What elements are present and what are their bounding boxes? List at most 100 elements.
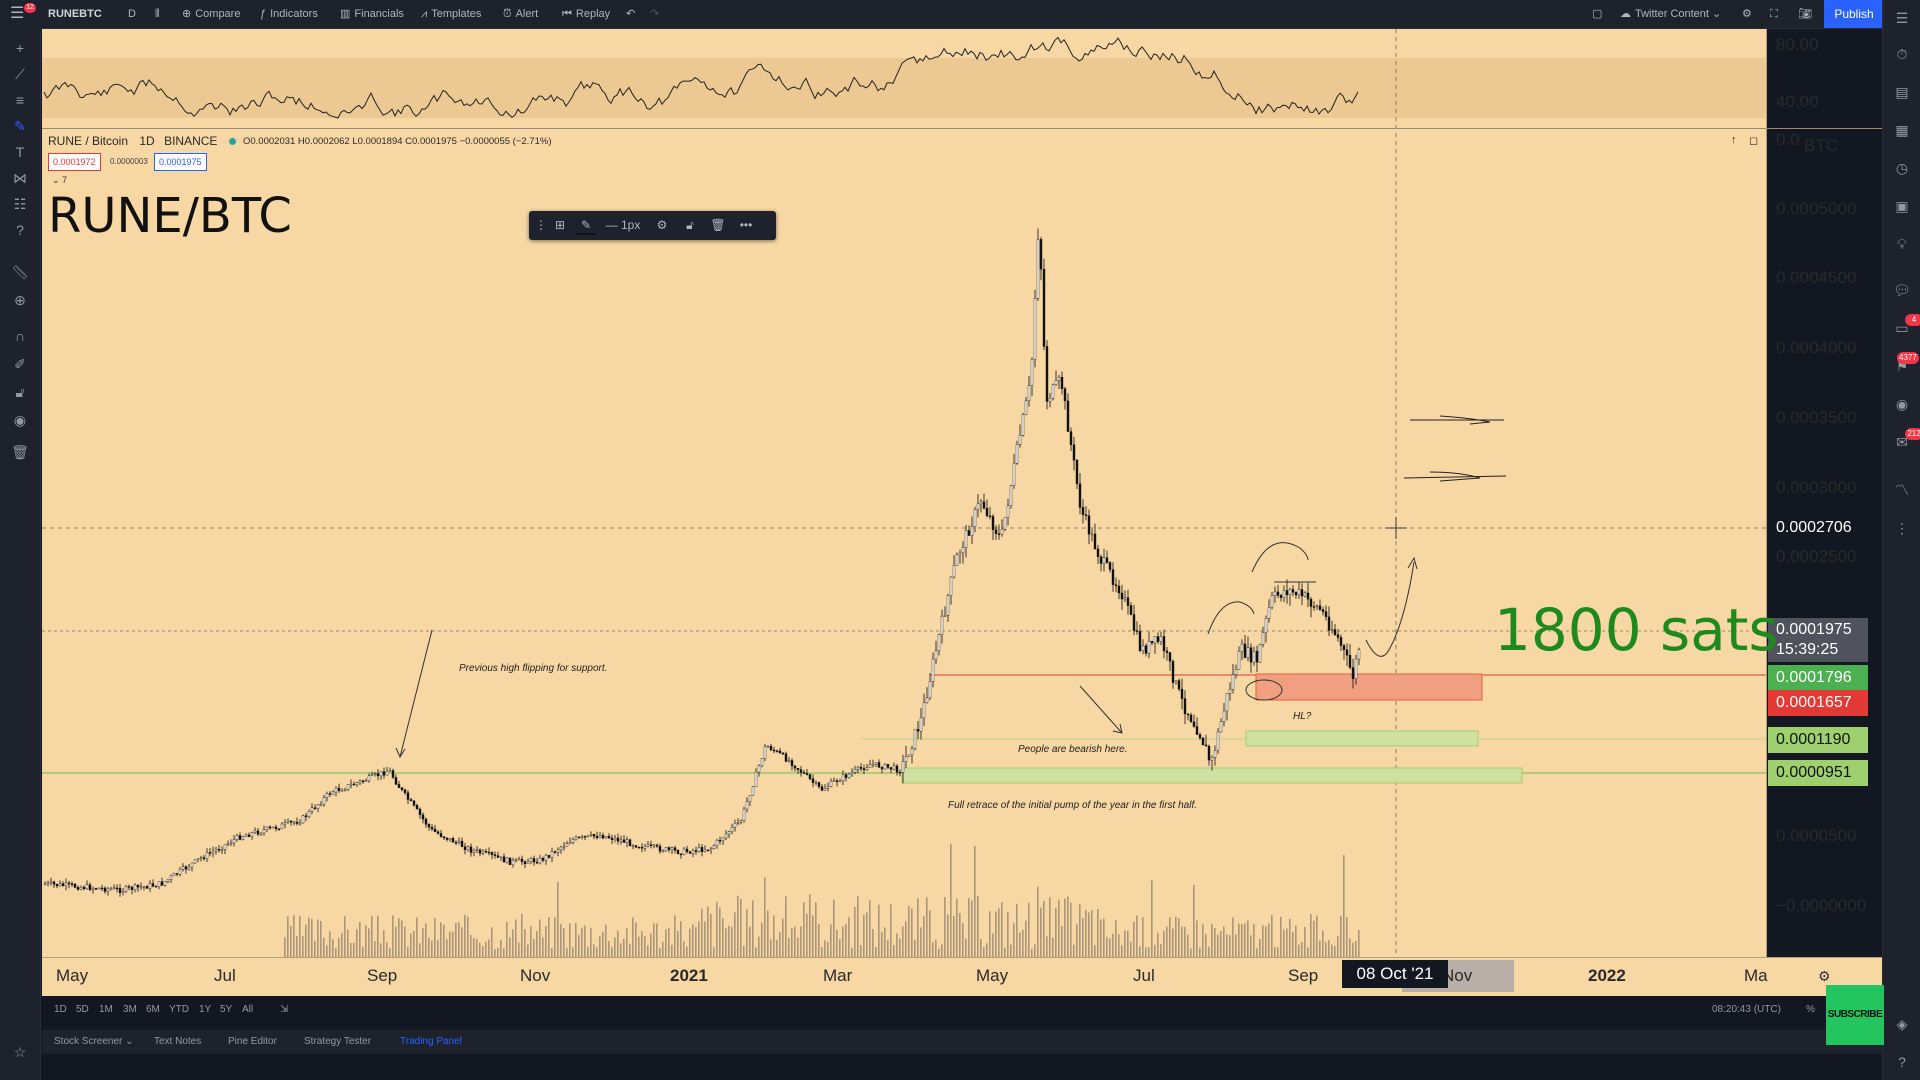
scale-settings-icon[interactable]: ⚙ — [1818, 968, 1831, 984]
bid-box[interactable]: 0.0001972 — [48, 153, 101, 171]
range-5y[interactable]: 5Y — [220, 1004, 233, 1015]
help-circle-icon[interactable]: ? — [1898, 1054, 1906, 1070]
text-icon[interactable]: T — [15, 144, 25, 160]
template-icon[interactable]: ⊞ — [554, 218, 566, 232]
watchlist-icon[interactable]: ☰ — [1895, 10, 1909, 26]
stay-drawing-icon[interactable]: ✐ — [14, 356, 26, 372]
replay-button[interactable]: ⏮︎ Replay — [562, 0, 610, 28]
menu-icon[interactable]: ☰ — [10, 5, 25, 22]
fullscreen-icon[interactable]: ⛶ — [1770, 8, 1778, 20]
note-bearish[interactable]: People are bearish here. — [1018, 744, 1128, 755]
data-window-icon[interactable]: ▤ — [1895, 84, 1909, 100]
hotlist-icon[interactable]: ▦ — [1895, 122, 1909, 138]
range-6m[interactable]: 6M — [146, 1004, 160, 1015]
broadcast-icon[interactable]: ◉ — [1895, 396, 1909, 412]
range-1m[interactable]: 1M — [99, 1004, 113, 1015]
alert-button[interactable]: ⏰︎ Alert — [503, 0, 538, 28]
layout-icon[interactable]: ▢ — [1592, 8, 1603, 20]
drag-handle-icon[interactable]: ⋮ — [535, 218, 547, 232]
range-3m[interactable]: 3M — [123, 1004, 137, 1015]
horizontal-lines-icon[interactable]: ≡ — [15, 92, 25, 108]
tab-stock-screener[interactable]: Stock Screener ⌄ — [54, 1036, 134, 1047]
zoom-icon[interactable]: ⊕ — [14, 292, 26, 308]
camera-icon[interactable]: 📷︎ — [1798, 8, 1812, 20]
ask-box[interactable]: 0.0001975 — [154, 153, 207, 171]
volume-bar — [890, 904, 892, 957]
lock-icon[interactable]: 🔓︎ — [686, 218, 694, 232]
lock-drawings-icon[interactable]: 🔓︎ — [15, 384, 25, 400]
alerts-clock-icon[interactable]: ⏱︎ — [1896, 46, 1908, 62]
messages-icon[interactable]: ✉ — [1896, 434, 1908, 450]
time-scale[interactable] — [42, 957, 1882, 996]
line-width-button[interactable]: — 1px — [605, 218, 641, 232]
ruler-icon[interactable]: 📏︎ — [11, 264, 29, 280]
publish-button[interactable]: Publish — [1824, 0, 1884, 28]
brush-icon[interactable]: ✎ — [14, 118, 26, 134]
more-icon[interactable]: ••• — [739, 218, 753, 232]
range-all[interactable]: All — [242, 1004, 254, 1015]
magnet-icon[interactable]: ∩ — [14, 328, 26, 344]
candle-body — [934, 650, 938, 660]
compare-button[interactable]: ⊕ Compare — [182, 0, 240, 28]
maximize-pane-icon[interactable]: ◻ — [1749, 135, 1759, 147]
pencil-color-icon[interactable]: ✎ — [577, 217, 595, 235]
streams-icon[interactable]: ▭ — [1895, 320, 1909, 336]
tab-pine-editor[interactable]: Pine Editor — [228, 1036, 277, 1047]
note-hl[interactable]: HL? — [1293, 711, 1312, 722]
calendar-icon[interactable]: ◷ — [1895, 160, 1909, 176]
symbol-search[interactable]: RUNEBTC — [48, 8, 102, 20]
utc-clock[interactable]: 08:20:43 (UTC) — [1712, 1004, 1781, 1015]
chat-icon[interactable]: 💬︎ — [1893, 282, 1911, 298]
range-1y[interactable]: 1Y — [199, 1004, 212, 1015]
tab-strategy-tester[interactable]: Strategy Tester — [304, 1036, 372, 1047]
candle-body — [766, 746, 770, 748]
chart-title-text[interactable]: RUNE/BTC — [48, 188, 292, 244]
annotation-1800-sats[interactable]: 1800 sats — [1494, 596, 1779, 664]
financials-button[interactable]: ▥ Financials — [340, 0, 404, 28]
tab-trading-panel[interactable]: Trading Panel — [400, 1036, 462, 1047]
pane-separator[interactable] — [42, 128, 1882, 129]
tab-text-notes[interactable]: Text Notes — [154, 1036, 202, 1047]
range-1d[interactable]: 1D — [54, 1004, 67, 1015]
remove-drawings-icon[interactable]: 🗑︎ — [11, 444, 29, 460]
range-ytd[interactable]: YTD — [169, 1004, 189, 1015]
chart-type-icon[interactable]: ⫴ — [155, 8, 160, 20]
subscribe-overlay[interactable]: SUBSCRIBE — [1826, 985, 1884, 1045]
interval-button[interactable]: D — [128, 8, 136, 20]
chart-pane[interactable] — [42, 29, 1766, 995]
scroll-up-icon[interactable]: ↑ — [1731, 134, 1737, 146]
legend-collapse[interactable]: ⌄ 7 — [52, 175, 68, 185]
settings-icon[interactable]: ⚙ — [656, 218, 668, 232]
goto-date-icon[interactable]: ⇲ — [280, 1004, 289, 1015]
layers-icon[interactable]: ◈ — [1896, 1016, 1908, 1032]
percent-toggle[interactable]: % — [1806, 1004, 1815, 1015]
volume-bar — [1049, 897, 1051, 957]
volume-bar — [911, 908, 913, 957]
help-icon[interactable]: ? — [16, 222, 24, 238]
layout-name-button[interactable]: ☁︎ Twitter Content ⌄ — [1620, 0, 1721, 28]
settings-gear-icon[interactable]: ⚙ — [1742, 8, 1752, 20]
drawing-toolbar[interactable]: ⋮ ⊞ ✎ — 1px ⚙ 🔓︎ 🗑︎ ••• — [529, 211, 776, 240]
pattern-icon[interactable]: ⋈ — [13, 170, 27, 186]
note-prev-high[interactable]: Previous high flipping for support. — [459, 663, 608, 674]
legend-row[interactable]: RUNE / Bitcoin 1D BINANCE — [48, 134, 236, 148]
news-icon[interactable]: ▣ — [1895, 198, 1909, 214]
undo-icon[interactable]: ↶ — [626, 8, 636, 20]
range-5d[interactable]: 5D — [76, 1004, 89, 1015]
crosshair-icon[interactable]: + — [15, 40, 25, 56]
trendline-icon[interactable]: ⟋ — [15, 66, 25, 82]
redo-icon[interactable]: ↷ — [650, 8, 660, 20]
trend-icon[interactable]: 〽 — [1895, 482, 1909, 498]
object-tree-icon[interactable]: ⋮ — [1895, 520, 1909, 536]
note-retrace[interactable]: Full retrace of the initial pump of the … — [948, 800, 1198, 811]
trash-icon[interactable]: 🗑︎ — [710, 218, 726, 232]
volume-bar — [794, 926, 796, 957]
hide-drawings-icon[interactable]: ◉ — [13, 412, 27, 428]
favorites-star-icon[interactable]: ☆ — [13, 1044, 27, 1060]
candle-body — [415, 804, 419, 810]
indicators-button[interactable]: ƒ Indicators — [260, 0, 318, 28]
templates-button[interactable]: ⩘ Templates — [421, 0, 481, 28]
ideas-icon[interactable]: 💡︎ — [1897, 236, 1907, 252]
prediction-icon[interactable]: ☷ — [13, 196, 27, 212]
